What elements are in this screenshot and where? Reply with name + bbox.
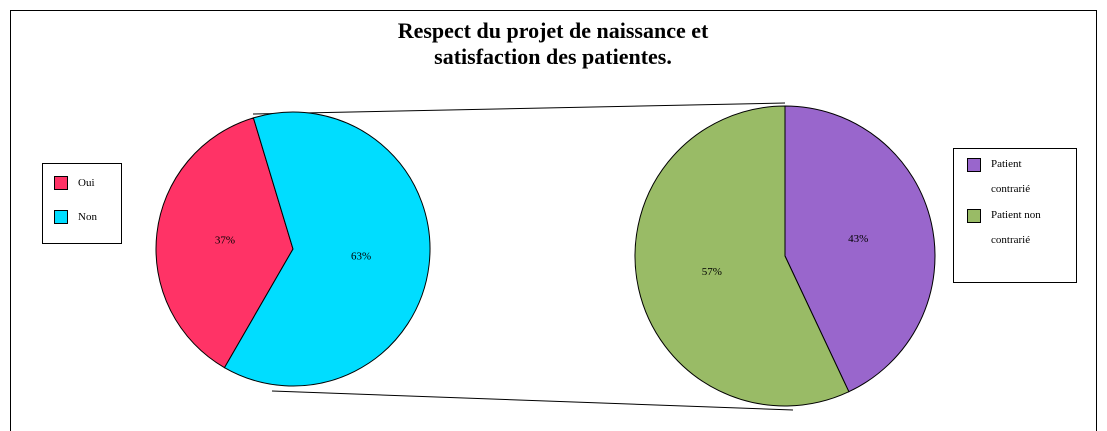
legend-label: Patient non contrarié bbox=[991, 209, 1041, 246]
pie-slice bbox=[223, 111, 431, 387]
legend-item: Patient contrarié bbox=[967, 157, 1076, 202]
chart-title: Respect du projet de naissance et satisf… bbox=[397, 18, 709, 69]
pie-slice bbox=[784, 105, 936, 393]
connector-line bbox=[271, 390, 794, 411]
legend-item: Patient non contrarié bbox=[967, 208, 1076, 253]
data-label: 57% bbox=[702, 266, 722, 278]
pie-slice bbox=[155, 117, 294, 369]
legend: Patient contrarié Patient non contrarié bbox=[953, 148, 1077, 283]
legend: Oui Non bbox=[42, 163, 122, 244]
legend-swatch bbox=[54, 210, 68, 224]
legend-label: Non bbox=[78, 211, 97, 223]
pie-slice bbox=[634, 105, 850, 407]
frame bbox=[10, 10, 1097, 431]
legend-swatch bbox=[967, 158, 981, 172]
data-label: 43% bbox=[848, 233, 868, 245]
data-label: 37% bbox=[215, 235, 235, 247]
legend-swatch bbox=[967, 209, 981, 223]
legend-label: Oui bbox=[78, 177, 95, 189]
connector-line bbox=[252, 102, 786, 115]
legend-item: Non bbox=[54, 209, 121, 225]
legend-item: Oui bbox=[54, 175, 121, 191]
data-label: 63% bbox=[351, 250, 371, 262]
legend-label: Patient contrarié bbox=[991, 158, 1031, 195]
legend-swatch bbox=[54, 176, 68, 190]
